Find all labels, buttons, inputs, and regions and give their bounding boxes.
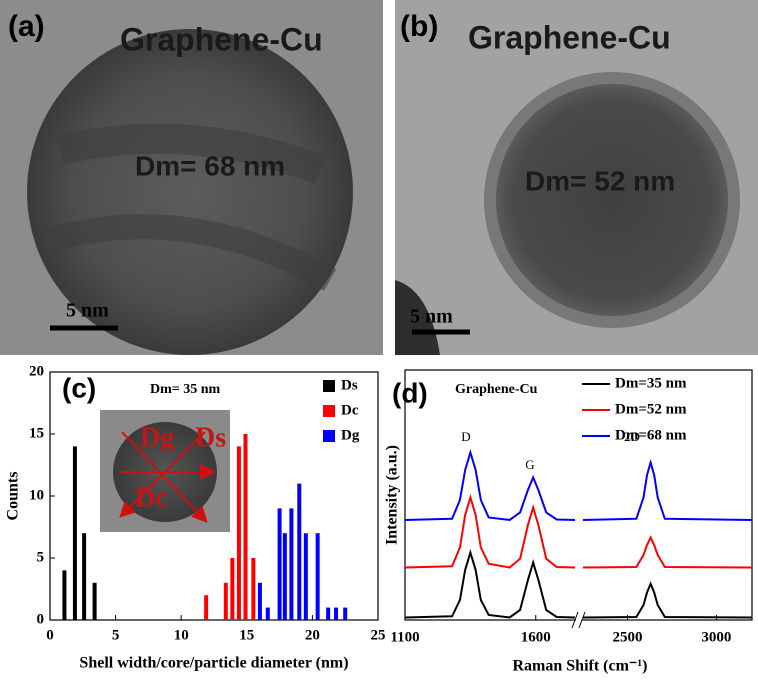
spectrum-line [582,535,753,569]
x-tick-label: 3000 [701,629,731,645]
y-axis-label: Counts [5,472,22,521]
tem-image-a [0,0,383,355]
panel-label: (d) [392,377,428,408]
peak-label: G [525,457,534,472]
y-tick-label: 10 [29,487,44,503]
y-tick-label: 5 [37,549,45,565]
bar [265,607,270,620]
legend-label: Dm=35 nm [615,375,687,391]
bar [92,582,97,620]
inset-label: Ds [195,422,226,453]
x-tick-label: 15 [239,627,254,643]
image-annotation: Dm= 68 nm [135,150,285,181]
spectrum-line [582,458,753,521]
x-tick-label: 5 [112,627,120,643]
bar [343,607,348,620]
spectrum-line [582,581,753,619]
legend-label: Dg [341,427,360,443]
inset-label: Dc [135,482,168,513]
inset-image [100,410,230,532]
legend-label: Ds [341,377,358,393]
x-tick-label: 20 [305,627,320,643]
scale-bar-label: 5 nm [66,300,109,322]
legend-label: Dm=68 nm [615,427,687,443]
axis-break [571,611,586,629]
y-tick-label: 20 [29,363,44,379]
x-axis-label: Raman Shift (cm⁻¹) [512,658,647,675]
panel-label: (c) [62,372,96,403]
x-tick-label: 1100 [390,629,419,645]
image-title: Graphene-Cu [468,19,671,55]
bar [297,483,302,620]
x-tick-label: 2500 [612,629,642,645]
bar [326,607,331,620]
x-tick-label: 0 [46,627,54,643]
bar [72,446,77,620]
image-title: Graphene-Cu [120,21,323,57]
panel-label: (b) [400,10,438,43]
tem-image-b [395,0,758,355]
peak-label: D [461,429,470,444]
bar [315,533,320,620]
legend-swatch [323,380,335,392]
bar [251,558,256,620]
peak-label: 2D [624,429,640,444]
spectrum-line [404,494,576,569]
bar [257,582,262,620]
x-tick-label: 10 [174,627,189,643]
y-tick-label: 15 [29,425,44,441]
annotation: Dm= 35 nm [150,382,221,397]
bar [334,607,339,620]
bar [243,434,248,620]
x-tick-label: 25 [371,627,386,643]
bar [289,508,294,620]
bar [82,533,87,620]
legend-label: Dm=52 nm [615,401,687,417]
scale-bar-label: 5 nm [410,306,453,328]
bar [223,582,228,620]
legend-label: Dc [341,402,359,418]
panel-label: (a) [8,10,45,43]
x-axis-label: Shell width/core/particle diameter (nm) [79,655,348,672]
legend-swatch [323,405,335,417]
annotation: Graphene-Cu [455,382,538,397]
bar [230,558,235,620]
bar [204,595,209,620]
bar [303,533,308,620]
y-tick-label: 0 [37,611,45,627]
y-axis-label: Intensity (a.u.) [384,445,401,545]
bar [62,570,67,620]
bar [277,508,282,620]
inset-label: Dg [140,422,174,453]
spectrum-line [404,549,576,619]
bar [236,446,241,620]
plot-frame [404,369,753,621]
bar [282,533,287,620]
spectrum-line [404,449,576,522]
x-tick-label: 1600 [521,629,551,645]
image-annotation: Dm= 52 nm [525,165,675,196]
legend-swatch [323,430,335,442]
